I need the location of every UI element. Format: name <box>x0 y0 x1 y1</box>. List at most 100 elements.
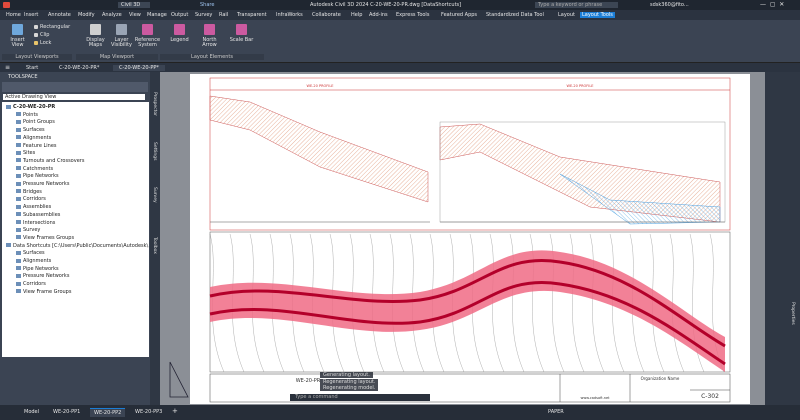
title-block: Organization Name C-302 www.cadsoft.net … <box>209 373 731 403</box>
tree-item[interactable]: Pressure Networks <box>16 273 69 279</box>
document-tab[interactable]: C-20-WE-20-PR* <box>59 64 100 71</box>
ribbon-tab[interactable]: Insert <box>24 12 39 18</box>
ribbon-tab[interactable]: InfraWorks <box>276 12 303 18</box>
side-tab[interactable]: Settings <box>152 142 157 161</box>
tree-item[interactable]: Alignments <box>16 135 51 141</box>
ribbon-tab[interactable]: View <box>129 12 141 18</box>
ribbon-tab[interactable]: Home <box>6 12 21 18</box>
tree-label: Pipe Networks <box>23 265 59 272</box>
button-icon <box>174 24 185 35</box>
ribbon-button[interactable]: Reference System <box>134 37 161 48</box>
ribbon-tab[interactable]: Manage <box>147 12 167 18</box>
title-bar: Civil 3D Share Autodesk Civil 3D 2024 C-… <box>0 0 800 10</box>
side-tab[interactable]: Prospector <box>152 92 157 116</box>
command-input[interactable]: Type a command <box>290 394 430 401</box>
ribbon-button[interactable]: Lock <box>40 40 52 46</box>
button-icon <box>12 24 23 35</box>
tree-item[interactable]: Points <box>16 112 38 118</box>
add-layout[interactable]: + <box>172 407 178 415</box>
tree-item[interactable]: Pipe Networks <box>16 266 59 272</box>
contour <box>669 233 685 373</box>
ribbon-tab[interactable]: Help <box>351 12 363 18</box>
tree-root[interactable]: Data Shortcuts [C:\Users\Public\Document… <box>6 243 149 249</box>
tree-item[interactable]: Turnouts and Crossovers <box>16 158 84 164</box>
workspace[interactable]: Civil 3D <box>118 2 151 8</box>
menu-icon[interactable]: ≡ <box>5 64 11 71</box>
ribbon-button[interactable]: North Arrow <box>202 37 217 48</box>
ribbon-tab[interactable]: Output <box>171 12 189 18</box>
tree-item[interactable]: Intersections <box>16 220 55 226</box>
ribbon-tab[interactable]: Modify <box>78 12 95 18</box>
contour <box>569 233 585 373</box>
window-controls[interactable]: — ▢ ✕ <box>760 1 785 8</box>
tree-label: View Frames Groups <box>23 234 75 241</box>
properties-tab[interactable]: Properties <box>790 302 795 325</box>
tree-item[interactable]: Bridges <box>16 189 42 195</box>
prospector-tree: C-20-WE-20-PR Points Point Groups Surfaces A… <box>2 102 149 357</box>
ribbon-button[interactable]: Layer Visibility <box>111 37 132 48</box>
tree-item[interactable]: Point Groups <box>16 119 55 125</box>
tree-item[interactable]: View Frames Groups <box>16 235 74 241</box>
tree-item[interactable]: Pressure Networks <box>16 181 69 187</box>
document-tab[interactable]: C-20-WE-20-PP* <box>113 64 165 71</box>
ribbon-button[interactable]: Scale Bar <box>229 37 254 43</box>
document-tab[interactable]: Start <box>26 64 39 71</box>
tree-label: View Frame Groups <box>23 288 72 295</box>
ribbon-tab[interactable]: Express Tools <box>396 12 430 18</box>
tree-root[interactable]: C-20-WE-20-PR <box>6 104 55 110</box>
tree-label: Alignments <box>23 258 52 264</box>
layout-tab[interactable]: WE-20-PP1 <box>53 409 81 415</box>
user-account[interactable]: sdsk360@fito... <box>650 2 689 8</box>
ribbon-tabs: Home Insert Annotate Modify Analyze View Manag… <box>0 10 800 20</box>
status-bar: Model WE-20-PP1 WE-20-PP2 WE-20-PP3 + PAPER <box>0 405 800 420</box>
tree-item[interactable]: Assemblies <box>16 204 51 210</box>
contour <box>509 233 525 373</box>
tree-item[interactable]: View Frame Groups <box>16 289 71 295</box>
profile-label: WE-20 PROFILE <box>566 84 593 88</box>
tree-label: Pressure Networks <box>23 273 70 280</box>
tree-item[interactable]: Sites <box>16 150 35 156</box>
command-history: Regenerating model. <box>320 385 379 391</box>
app-icon[interactable] <box>3 2 10 8</box>
tree-item[interactable]: Corridors <box>16 196 46 202</box>
ribbon-tab[interactable]: Annotate <box>48 12 71 18</box>
ribbon-button[interactable]: Rectangular <box>40 24 71 30</box>
ribbon-button[interactable]: Clip <box>40 32 50 38</box>
layout-tab[interactable]: WE-20-PP2 <box>90 408 126 417</box>
ribbon-tab[interactable]: Layout Tools <box>580 12 615 18</box>
tree-item[interactable]: Subassemblies <box>16 212 60 218</box>
layout-tab[interactable]: WE-20-PP3 <box>135 409 163 415</box>
ribbon-tab[interactable]: Standardized Data Tool <box>486 12 544 18</box>
fill-hatch <box>559 173 721 225</box>
tree-label: Point Groups <box>23 119 55 126</box>
contour <box>529 233 545 373</box>
ribbon-tab[interactable]: Analyze <box>102 12 122 18</box>
drawing-area: WE-20 PROFILE WE-20 PROFILE Organization… <box>160 72 765 405</box>
tree-item[interactable]: Pipe Networks <box>16 173 59 179</box>
layout-tab[interactable]: Model <box>24 409 40 415</box>
ribbon-tab[interactable]: Collaborate <box>312 12 341 18</box>
ribbon-tab[interactable]: Add-ins <box>369 12 388 18</box>
ribbon-button[interactable]: Legend <box>170 37 189 43</box>
ribbon-button[interactable]: Insert View <box>10 37 25 48</box>
alignment <box>209 259 726 348</box>
share-button[interactable]: Share <box>200 2 215 8</box>
side-tab[interactable]: Toolbox <box>152 237 157 254</box>
tree-item[interactable]: Feature Lines <box>16 143 57 149</box>
tree-item[interactable]: Alignments <box>16 258 51 264</box>
tree-item[interactable]: Corridors <box>16 281 46 287</box>
ribbon-button[interactable]: Display Maps <box>86 37 105 48</box>
space-toggle[interactable]: PAPER <box>548 409 564 415</box>
tree-item[interactable]: Surfaces <box>16 250 45 256</box>
tree-item[interactable]: Catchments <box>16 166 53 172</box>
search-box[interactable]: Type a keyword or phrase <box>535 1 618 8</box>
ribbon-tab[interactable]: Survey <box>195 12 213 18</box>
side-tab[interactable]: Survey <box>152 187 157 203</box>
ribbon-tab[interactable]: Transparent <box>237 12 267 18</box>
tree-item[interactable]: Survey <box>16 227 40 233</box>
view-dropdown[interactable]: Active Drawing View <box>3 94 145 100</box>
ribbon-tab[interactable]: Layout <box>558 12 575 18</box>
ribbon-tab[interactable]: Featured Apps <box>441 12 478 18</box>
ribbon-tab[interactable]: Rail <box>219 12 229 18</box>
tree-item[interactable]: Surfaces <box>16 127 45 133</box>
